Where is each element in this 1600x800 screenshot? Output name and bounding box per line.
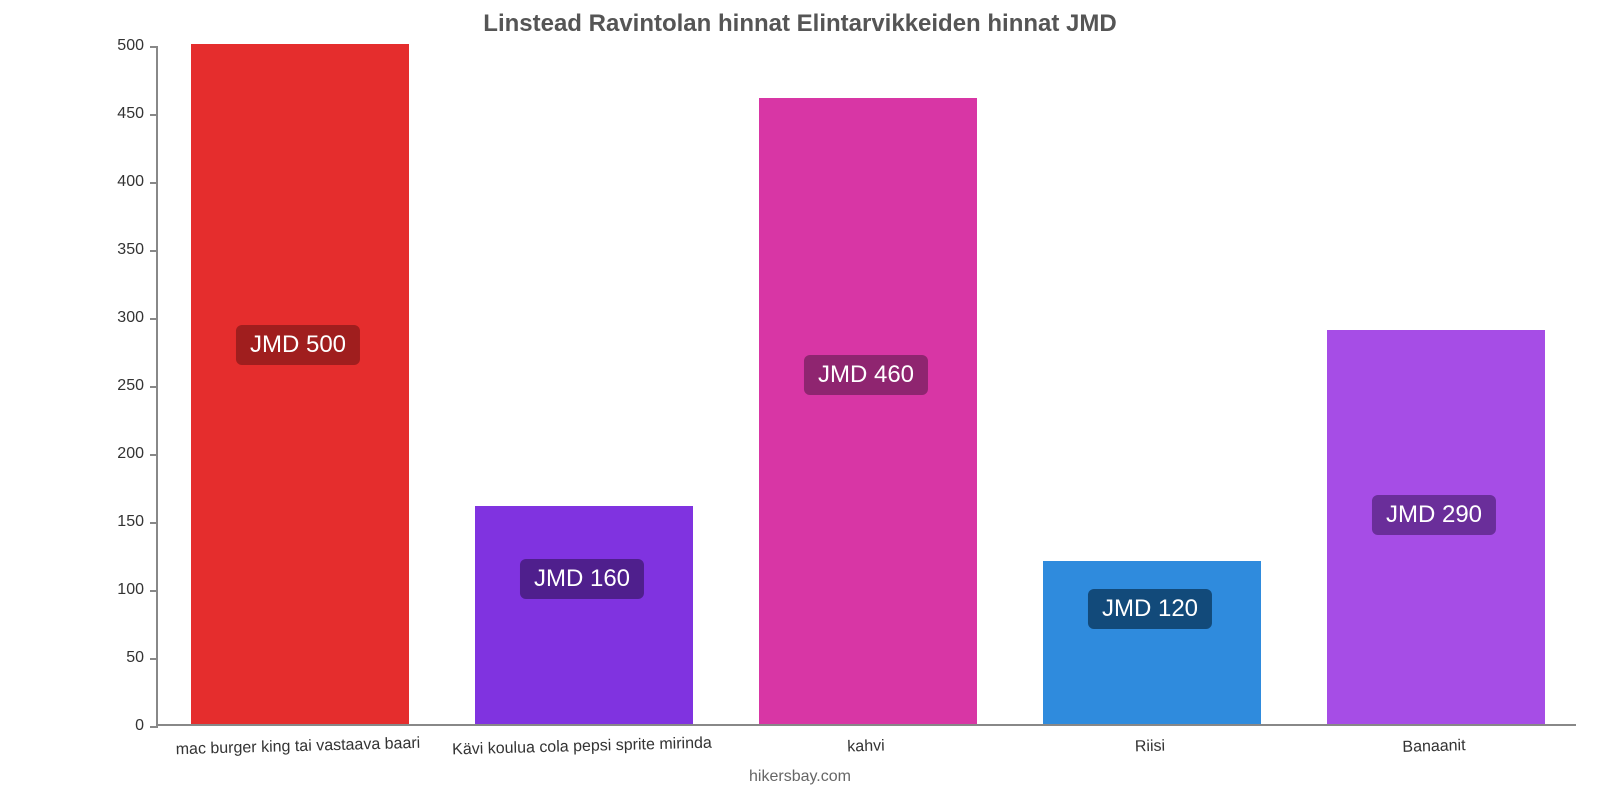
value-badge: JMD 460 xyxy=(804,355,928,395)
x-tick-label: Kävi koulua cola pepsi sprite mirinda xyxy=(452,735,712,760)
y-tick-label: 200 xyxy=(117,445,144,463)
value-badge: JMD 160 xyxy=(520,559,644,599)
value-badge: JMD 120 xyxy=(1088,589,1212,629)
bar xyxy=(759,98,978,724)
y-tick-label: 400 xyxy=(117,173,144,191)
y-tick-label: 150 xyxy=(117,513,144,531)
x-tick-label: Banaanit xyxy=(1402,737,1466,757)
bar xyxy=(475,506,694,724)
y-tick-label: 450 xyxy=(117,105,144,123)
y-tick-mark xyxy=(150,726,158,728)
y-tick-label: 300 xyxy=(117,309,144,327)
bar xyxy=(191,44,410,724)
y-axis-ticks: 050100150200250300350400450500 xyxy=(0,46,156,726)
x-tick-label: mac burger king tai vastaava baari xyxy=(176,735,421,759)
y-tick-label: 0 xyxy=(135,717,144,735)
x-tick-label: Riisi xyxy=(1135,738,1166,757)
x-tick-label: kahvi xyxy=(847,738,885,757)
y-tick-label: 350 xyxy=(117,241,144,259)
value-badge: JMD 290 xyxy=(1372,495,1496,535)
y-tick-label: 500 xyxy=(117,37,144,55)
value-badge: JMD 500 xyxy=(236,325,360,365)
chart-title: Linstead Ravintolan hinnat Elintarvikkei… xyxy=(0,10,1600,38)
y-tick-label: 100 xyxy=(117,581,144,599)
chart-footer: hikersbay.com xyxy=(0,768,1600,786)
y-tick-label: 250 xyxy=(117,377,144,395)
bar xyxy=(1043,561,1262,724)
y-tick-label: 50 xyxy=(126,649,144,667)
